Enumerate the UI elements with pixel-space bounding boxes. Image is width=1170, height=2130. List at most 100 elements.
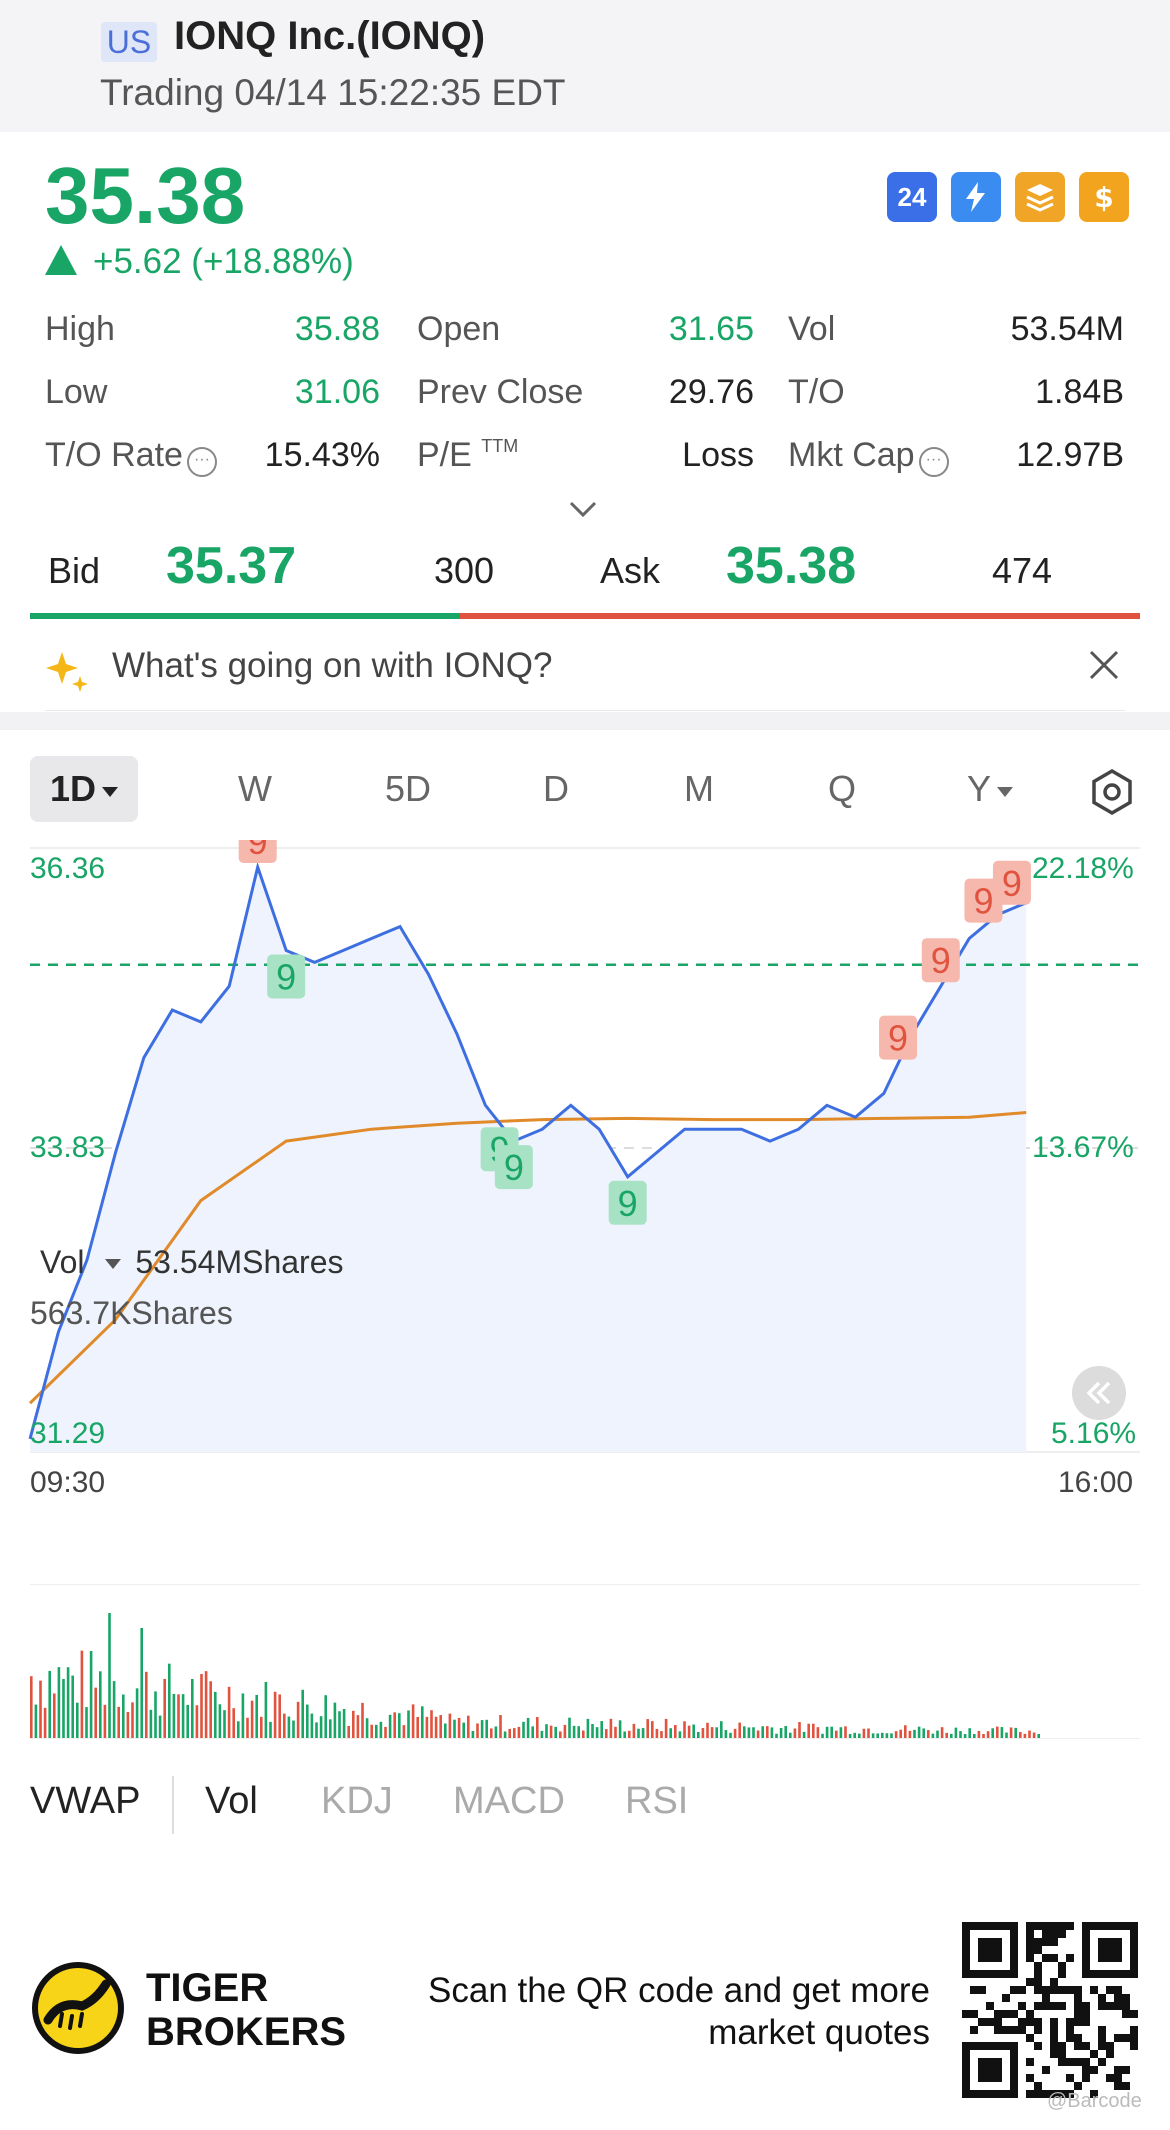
volume-bar: [545, 1724, 548, 1738]
qr-code[interactable]: [962, 1922, 1138, 2098]
ai-prompt-text[interactable]: What's going on with IONQ?: [112, 646, 553, 685]
volume-bar: [76, 1702, 79, 1738]
stock-title[interactable]: IONQ Inc.(IONQ): [174, 14, 486, 58]
volume-bar: [103, 1704, 107, 1738]
volume-bar: [660, 1731, 663, 1738]
indicator-kdj[interactable]: KDJ: [321, 1780, 393, 1822]
qr-module: [1034, 1970, 1042, 1978]
volume-bar: [1005, 1732, 1008, 1738]
tab-1d[interactable]: 1D: [30, 756, 138, 822]
qr-module: [1010, 2010, 1018, 2018]
volume-bar: [881, 1732, 884, 1738]
qr-module: [1034, 2018, 1042, 2026]
volume-header[interactable]: Vol 53.54MShares: [40, 1244, 344, 1281]
volume-bar: [572, 1725, 576, 1738]
lightning-icon[interactable]: [951, 172, 1001, 222]
indicator-vol[interactable]: Vol: [205, 1780, 258, 1822]
volume-bar: [204, 1671, 208, 1738]
volume-bar: [756, 1730, 760, 1738]
close-icon[interactable]: [1087, 648, 1121, 682]
mkt-cap-label: Mkt Cap ···: [788, 436, 949, 477]
vol-value: 53.54M: [1010, 310, 1124, 348]
qr-module: [1034, 1938, 1042, 1946]
chevron-down-icon[interactable]: [568, 494, 598, 524]
volume-bar: [1000, 1727, 1004, 1738]
volume-bar: [816, 1727, 820, 1738]
volume-bar: [425, 1716, 429, 1738]
volume-bar: [393, 1712, 396, 1738]
tab-y[interactable]: Y: [950, 756, 1030, 822]
volume-bar: [402, 1725, 406, 1738]
stack-icon[interactable]: [1015, 172, 1065, 222]
indicator-vwap[interactable]: VWAP: [30, 1780, 141, 1822]
settings-icon[interactable]: [1088, 768, 1136, 816]
volume-bar: [862, 1728, 866, 1738]
high-value: 35.88: [294, 310, 380, 348]
volume-bar: [43, 1707, 47, 1738]
volume-bar: [195, 1705, 199, 1738]
indicator-rsi[interactable]: RSI: [625, 1780, 689, 1822]
qr-module: [1066, 1954, 1074, 1962]
qr-module: [1114, 1994, 1122, 2002]
info-icon[interactable]: ···: [186, 447, 217, 477]
volume-bar: [885, 1733, 889, 1738]
volume-bar: [536, 1717, 539, 1738]
volume-bar: [149, 1709, 153, 1738]
qr-module: [1106, 2042, 1114, 2050]
qr-module: [1106, 2074, 1114, 2082]
volume-bar: [200, 1674, 203, 1738]
tab-d[interactable]: D: [543, 768, 569, 809]
qr-module: [1042, 2066, 1050, 2074]
qr-module: [1026, 2074, 1034, 2082]
volume-bar: [310, 1713, 314, 1738]
qr-module: [1042, 1938, 1050, 1946]
qr-module: [1122, 2066, 1130, 2074]
caret-down-icon: [997, 787, 1013, 797]
volume-bar: [986, 1731, 990, 1738]
volume-bar: [411, 1704, 415, 1738]
y-left-top: 36.36: [30, 852, 106, 885]
volume-bar: [526, 1717, 530, 1738]
volume-bar: [292, 1720, 295, 1738]
volume-bar: [379, 1721, 383, 1738]
collapse-button[interactable]: [1072, 1366, 1126, 1420]
tab-w[interactable]: W: [238, 768, 272, 809]
volume-bar: [982, 1734, 985, 1738]
qr-module: [978, 2018, 986, 2026]
indicator-macd[interactable]: MACD: [453, 1780, 565, 1822]
qr-module: [1042, 1986, 1050, 1994]
volume-bar: [825, 1726, 829, 1738]
volume-bar: [894, 1731, 898, 1738]
volume-bar: [715, 1727, 718, 1738]
qr-module: [970, 2026, 978, 2034]
qr-module: [1018, 2002, 1026, 2010]
volume-bar: [301, 1689, 304, 1738]
tab-m[interactable]: M: [684, 768, 714, 809]
tab-5d[interactable]: 5D: [384, 768, 432, 809]
header: US IONQ Inc.(IONQ) Trading 04/14 15:22:3…: [0, 0, 1170, 132]
volume-bar: [296, 1701, 300, 1738]
qr-module: [1010, 1986, 1018, 1994]
dollar-icon[interactable]: $: [1079, 172, 1129, 222]
qr-module: [962, 2010, 970, 2018]
volume-bar: [724, 1730, 728, 1738]
volume-bar: [904, 1725, 907, 1738]
qr-module: [1050, 2002, 1058, 2010]
volume-bar: [186, 1704, 189, 1738]
qr-module: [1050, 2018, 1058, 2026]
volume-bar: [476, 1723, 479, 1738]
divider: [45, 710, 1125, 711]
tab-q[interactable]: Q: [827, 768, 856, 809]
volume-bar: [462, 1722, 465, 1738]
low-label: Low: [45, 373, 108, 411]
volume-bar: [375, 1724, 378, 1738]
volume-bar: [227, 1686, 231, 1738]
ai-prompt-row[interactable]: What's going on with IONQ?: [0, 632, 1170, 712]
info-icon[interactable]: ···: [918, 447, 949, 477]
qr-module: [978, 1986, 986, 1994]
price-chart[interactable]: 999999999: [0, 840, 1170, 1480]
qr-module: [1026, 1946, 1034, 1954]
qr-module: [1122, 2034, 1130, 2042]
24h-trading-icon[interactable]: 24: [887, 172, 937, 222]
volume-bar: [637, 1728, 640, 1738]
